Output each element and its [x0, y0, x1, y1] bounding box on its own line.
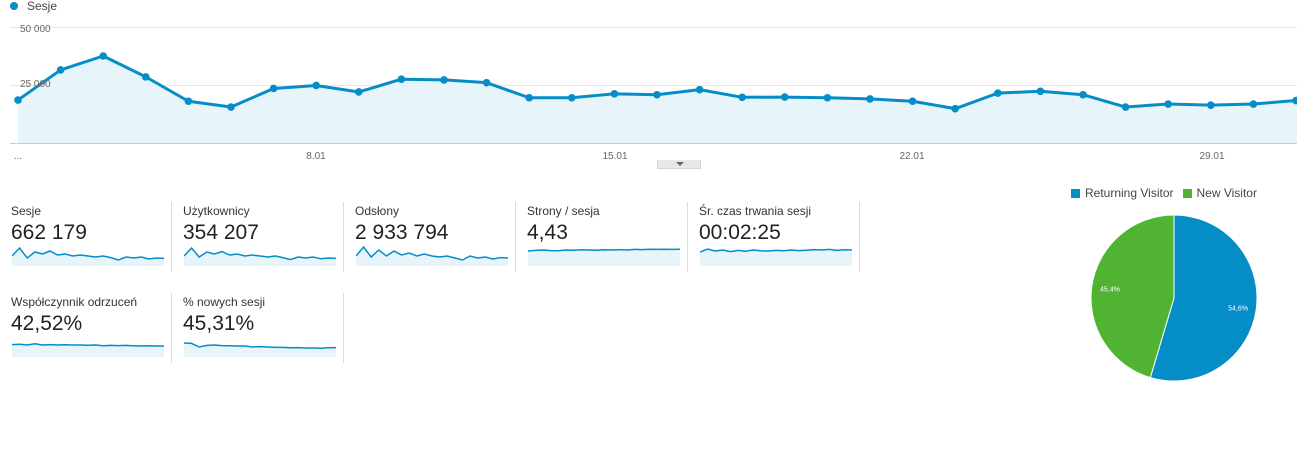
- chart-legend: Sesje: [10, 0, 58, 13]
- data-point[interactable]: [1121, 103, 1130, 111]
- data-point[interactable]: [1249, 100, 1258, 108]
- metric-new-sessions-percent[interactable]: % nowych sesji 45,31%: [172, 293, 344, 363]
- data-point[interactable]: [440, 76, 448, 84]
- data-point[interactable]: [695, 85, 704, 94]
- metric-value: 45,31%: [183, 312, 255, 335]
- legend-swatch-icon: [1182, 188, 1192, 198]
- metric-value: 4,43: [527, 221, 568, 244]
- sparkline: [12, 343, 164, 357]
- metric-value: 2 933 794: [355, 221, 449, 244]
- pie-legend: Returning Visitor New Visitor: [1071, 186, 1266, 200]
- data-point[interactable]: [525, 93, 533, 102]
- data-point[interactable]: [99, 52, 107, 60]
- data-point[interactable]: [568, 93, 576, 102]
- sparkline-area: [184, 248, 336, 266]
- legend-entry-returning[interactable]: Returning Visitor: [1071, 186, 1174, 200]
- data-point[interactable]: [1207, 101, 1215, 109]
- data-point[interactable]: [482, 78, 491, 87]
- data-point[interactable]: [397, 75, 406, 83]
- data-point[interactable]: [142, 73, 150, 81]
- pie-slice-returning[interactable]: [1149, 214, 1258, 382]
- data-point[interactable]: [312, 81, 321, 90]
- metric-pageviews[interactable]: Odsłony 2 933 794: [344, 202, 516, 272]
- sparkline: [184, 246, 336, 266]
- chevron-down-icon: [676, 162, 684, 166]
- sparkline-area: [12, 343, 164, 357]
- sparkline-line: [356, 246, 508, 261]
- data-point[interactable]: [1079, 90, 1087, 99]
- metric-label: Współczynnik odrzuceń: [11, 295, 138, 309]
- sparkline: [528, 248, 680, 266]
- x-tick-label: 29.01: [1199, 151, 1224, 162]
- legend-label: New Visitor: [1196, 186, 1257, 200]
- sparkline-line: [12, 343, 164, 347]
- data-point[interactable]: [1036, 87, 1045, 96]
- metric-value: 42,52%: [11, 312, 83, 335]
- metric-sessions[interactable]: Sesje 662 179: [0, 202, 172, 272]
- data-point[interactable]: [994, 89, 1002, 97]
- x-tick-label: 8.01: [306, 151, 326, 162]
- data-point[interactable]: [866, 95, 874, 103]
- metric-value: 662 179: [11, 221, 87, 244]
- metric-label: % nowych sesji: [183, 295, 266, 309]
- sparkline-area: [184, 343, 336, 357]
- legend-dot-icon: [10, 2, 18, 10]
- sparkline-area: [700, 249, 852, 266]
- sparkline: [356, 246, 508, 266]
- data-point[interactable]: [781, 93, 789, 101]
- metric-label: Użytkownicy: [183, 204, 250, 218]
- metric-value: 00:02:25: [699, 221, 781, 244]
- sparkline: [184, 342, 336, 357]
- data-point[interactable]: [908, 97, 917, 106]
- data-point[interactable]: [823, 93, 832, 102]
- x-tick-label: 22.01: [899, 151, 924, 162]
- metric-label: Śr. czas trwania sesji: [699, 204, 812, 218]
- y-tick-label: 25 000: [20, 79, 51, 90]
- data-point[interactable]: [738, 93, 746, 102]
- series-line: [17, 54, 1297, 111]
- legend-entry-new[interactable]: New Visitor: [1182, 186, 1257, 200]
- data-point[interactable]: [355, 88, 363, 96]
- data-point[interactable]: [14, 96, 22, 104]
- metric-pages-per-session[interactable]: Strony / sesja 4,43: [516, 202, 688, 272]
- metric-value: 354 207: [183, 221, 259, 244]
- sparkline-line: [700, 248, 852, 253]
- metric-users[interactable]: Użytkownicy 354 207: [172, 202, 344, 272]
- data-point[interactable]: [227, 103, 235, 111]
- visitor-type-pie-chart[interactable]: 54,6% 45,4%: [1088, 214, 1260, 391]
- sparkline-line: [184, 246, 336, 261]
- metric-label: Strony / sesja: [527, 204, 600, 218]
- data-point[interactable]: [56, 66, 65, 74]
- sparkline: [700, 248, 852, 266]
- sparkline-line: [12, 246, 164, 261]
- data-point[interactable]: [1292, 96, 1297, 105]
- data-point[interactable]: [653, 90, 661, 99]
- y-tick-label: 50 000: [20, 24, 51, 35]
- metric-avg-session-duration[interactable]: Śr. czas trwania sesji 00:02:25: [688, 202, 860, 272]
- legend-label: Returning Visitor: [1085, 186, 1174, 200]
- data-point[interactable]: [184, 97, 193, 106]
- pie-value-label: 54,6%: [1228, 305, 1248, 312]
- chart-collapse-toggle[interactable]: [657, 160, 701, 169]
- data-point[interactable]: [610, 90, 619, 98]
- data-point[interactable]: [951, 104, 959, 113]
- sparkline-area: [528, 249, 680, 266]
- data-point[interactable]: [269, 84, 278, 93]
- sessions-line-chart[interactable]: 50 000 25 000... 8.01 15.01 22.01 29.01: [0, 18, 1297, 163]
- legend-swatch-icon: [1071, 188, 1080, 198]
- sparkline-area: [12, 248, 164, 266]
- sparkline-line: [528, 248, 680, 252]
- series-area: [18, 56, 1297, 143]
- x-tick-label: ...: [14, 151, 22, 162]
- x-tick-label: 15.01: [602, 151, 627, 162]
- sparkline: [12, 246, 164, 266]
- metric-label: Odsłony: [355, 204, 400, 218]
- metric-bounce-rate[interactable]: Współczynnik odrzuceń 42,52%: [0, 293, 172, 363]
- legend-series-label: Sesje: [27, 0, 58, 13]
- sparkline-line: [184, 342, 336, 349]
- pie-value-label: 45,4%: [1100, 287, 1120, 294]
- pie-slice-new[interactable]: [1090, 214, 1175, 379]
- data-point[interactable]: [1164, 100, 1172, 108]
- metric-label: Sesje: [11, 204, 42, 218]
